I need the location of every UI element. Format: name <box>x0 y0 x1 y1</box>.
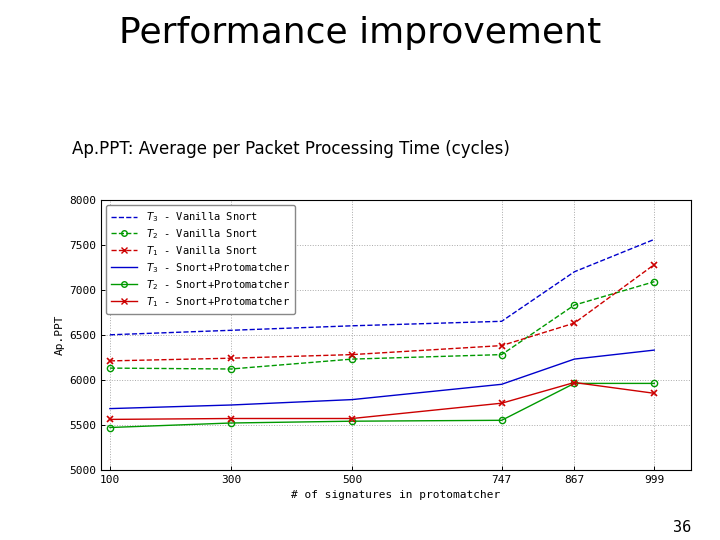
Legend: $T_3$ - Vanilla Snort, $T_2$ - Vanilla Snort, $T_1$ - Vanilla Snort, $T_3$ - Sno: $T_3$ - Vanilla Snort, $T_2$ - Vanilla S… <box>106 205 295 314</box>
Y-axis label: Ap.PPT: Ap.PPT <box>55 314 65 355</box>
X-axis label: # of signatures in protomatcher: # of signatures in protomatcher <box>292 490 500 500</box>
Text: Ap.PPT: Average per Packet Processing Time (cycles): Ap.PPT: Average per Packet Processing Ti… <box>72 140 510 158</box>
Text: Performance improvement: Performance improvement <box>119 16 601 50</box>
Text: 36: 36 <box>673 519 691 535</box>
